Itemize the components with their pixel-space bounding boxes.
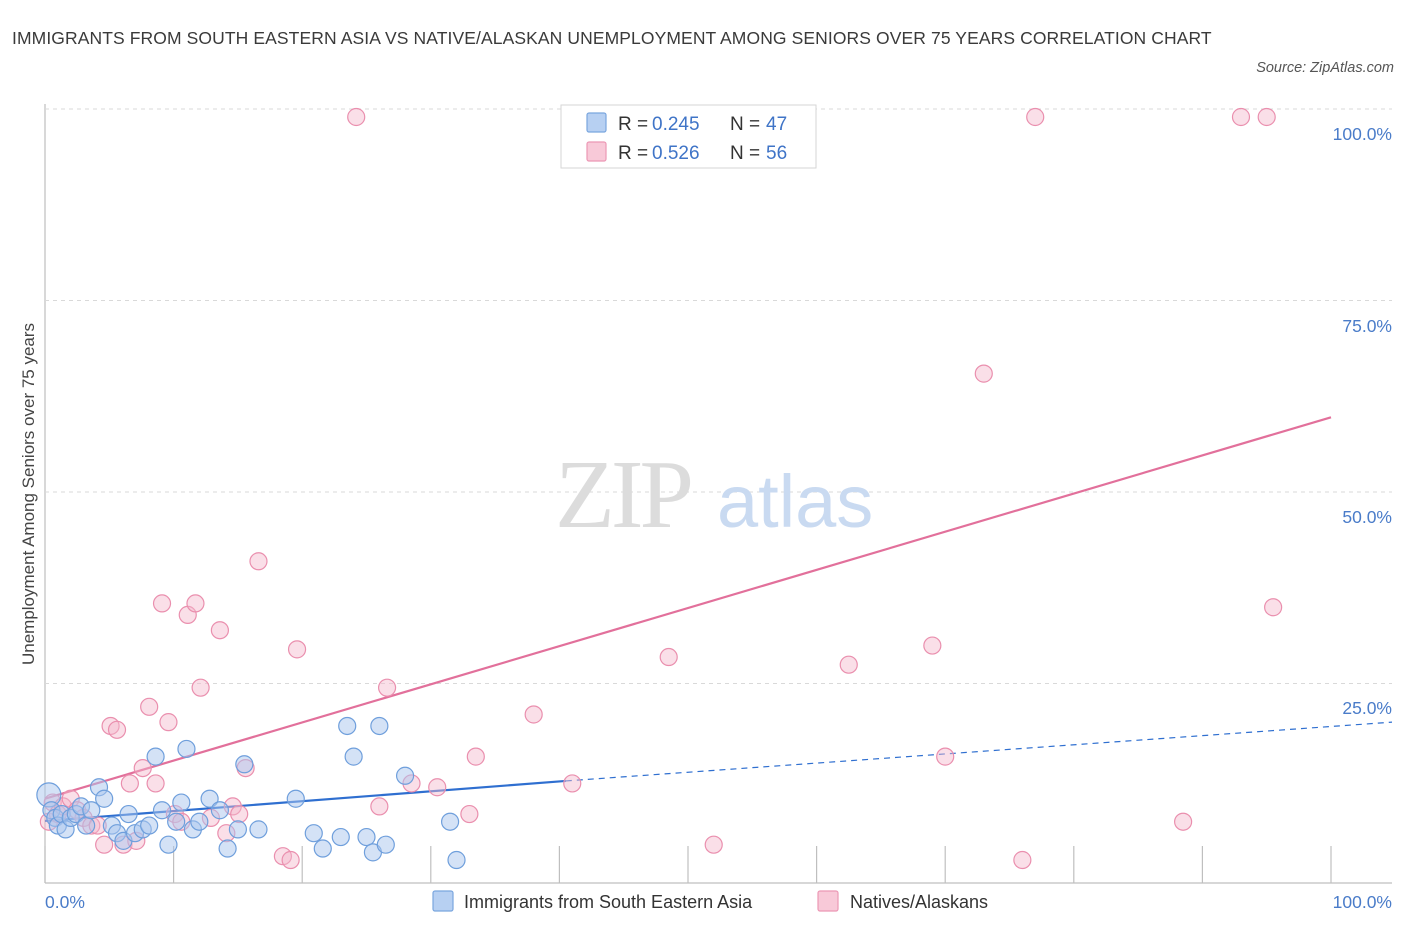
native-point-9: [95, 835, 114, 854]
native-point-18: [152, 594, 172, 613]
series-legend-swatch-blue: [432, 890, 454, 912]
immigrant-point-42: [370, 716, 389, 736]
series-legend-swatch-pink: [817, 890, 839, 912]
native-point-13: [120, 774, 139, 793]
native-point-34: [287, 640, 307, 659]
immigrant-point-25: [177, 739, 196, 759]
immigrant-point-37: [331, 827, 350, 847]
native-point-26: [210, 621, 229, 640]
native-point-24: [191, 678, 210, 697]
series-legend: Immigrants from South Eastern Asia Nativ…: [432, 890, 988, 912]
y-tick-label-50: 50.0%: [1342, 507, 1392, 527]
immigrant-point-32: [235, 755, 254, 774]
native-point-52: [1026, 107, 1045, 127]
immigrant-point-19: [140, 816, 159, 835]
immigrant-point-35: [304, 824, 323, 843]
y-tick-label-75: 75.0%: [1342, 316, 1392, 336]
legend-n-label-pink: N =: [730, 143, 760, 164]
immigrant-point-43: [376, 835, 395, 854]
immigrant-point-23: [167, 812, 186, 831]
x-axis-ticks: [44, 846, 1332, 883]
immigrant-trend-extension: [565, 721, 1393, 782]
native-point-15: [133, 758, 152, 778]
immigrant-point-12: [95, 789, 114, 808]
watermark-zip: ZIP: [555, 441, 690, 549]
immigrant-point-9: [77, 816, 96, 835]
native-point-37: [377, 678, 397, 697]
native-point-39: [428, 778, 447, 797]
native-point-35: [347, 107, 366, 127]
immigrant-point-21: [152, 801, 172, 820]
native-point-42: [524, 705, 543, 724]
y-tick-label-25: 25.0%: [1342, 698, 1392, 718]
data-points: [36, 107, 1283, 870]
legend-r-label-blue: R =: [618, 114, 648, 135]
immigrant-point-29: [210, 801, 229, 820]
legend-n-label-blue: N =: [730, 114, 760, 135]
native-point-56: [1264, 598, 1283, 617]
immigrant-point-44: [395, 766, 415, 785]
native-point-54: [1231, 107, 1251, 127]
immigrant-point-16: [119, 804, 138, 824]
immigrant-point-31: [228, 820, 247, 839]
series-legend-label-pink: Natives/Alaskans: [850, 892, 988, 912]
native-point-48: [923, 636, 942, 655]
native-trend-line: [44, 416, 1332, 800]
y-tick-label-100: 100.0%: [1333, 124, 1392, 144]
immigrant-point-45: [440, 812, 460, 831]
x-tick-label-max: 100.0%: [1333, 892, 1392, 912]
immigrant-point-24: [172, 793, 191, 812]
native-point-17: [146, 774, 165, 793]
native-point-19: [159, 713, 178, 732]
immigrant-point-40: [357, 827, 376, 847]
legend-swatch-blue: [586, 112, 607, 133]
chart-title: IMMIGRANTS FROM SOUTH EASTERN ASIA VS NA…: [12, 28, 1212, 48]
legend-n-value-blue: 47: [766, 114, 787, 135]
stats-legend: R = 0.245 N = 47 R = 0.526 N = 56: [560, 104, 817, 169]
native-point-47: [839, 655, 858, 674]
native-point-43: [563, 774, 582, 793]
legend-r-label-pink: R =: [618, 143, 648, 164]
native-point-29: [230, 804, 249, 824]
native-point-44: [659, 647, 678, 667]
immigrant-point-27: [190, 812, 209, 831]
native-point-11: [107, 720, 127, 739]
native-point-51: [1013, 850, 1032, 870]
native-point-36: [370, 797, 389, 816]
native-point-16: [140, 697, 159, 716]
watermark-atlas: atlas: [717, 460, 873, 543]
legend-r-value-blue: 0.245: [652, 114, 700, 135]
immigrant-point-34: [286, 789, 305, 808]
immigrant-point-10: [82, 801, 101, 820]
native-point-31: [249, 552, 268, 571]
native-point-23: [186, 594, 205, 613]
native-point-50: [974, 364, 993, 383]
immigrant-point-33: [249, 820, 268, 839]
legend-swatch-pink: [586, 141, 607, 162]
immigrant-point-36: [313, 839, 332, 858]
native-point-40: [460, 804, 479, 824]
x-tick-label-min: 0.0%: [45, 892, 85, 912]
immigrant-point-46: [447, 850, 466, 870]
immigrant-point-38: [338, 716, 357, 736]
grid-lines: [45, 108, 1392, 684]
native-point-33: [281, 850, 300, 870]
y-axis-label: Unemployment Among Seniors over 75 years: [19, 323, 38, 665]
immigrant-point-28: [200, 789, 219, 808]
legend-r-value-pink: 0.526: [652, 143, 700, 164]
immigrant-point-30: [218, 839, 237, 858]
immigrant-point-20: [146, 747, 165, 766]
native-point-49: [936, 747, 955, 766]
native-point-53: [1174, 812, 1193, 831]
series-legend-label-blue: Immigrants from South Eastern Asia: [464, 892, 753, 912]
native-point-45: [704, 835, 723, 854]
immigrant-point-22: [159, 835, 178, 854]
immigrant-point-39: [344, 747, 363, 766]
legend-n-value-pink: 56: [766, 143, 787, 164]
chart-source: Source: ZipAtlas.com: [1256, 60, 1394, 76]
native-point-55: [1257, 107, 1276, 127]
native-point-41: [466, 747, 485, 766]
